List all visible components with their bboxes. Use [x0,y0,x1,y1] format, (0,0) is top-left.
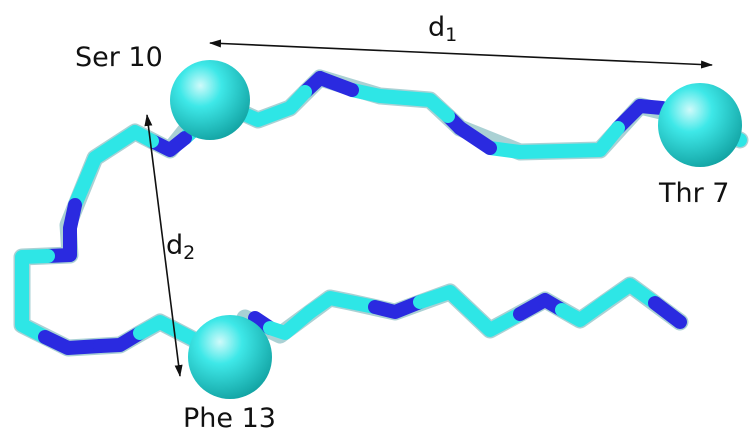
thr7-sphere [658,83,742,167]
calpha-spheres [170,60,742,399]
d2-label-base: d [166,230,184,261]
ser10-sphere [170,60,250,140]
phe13-sphere [188,315,272,399]
d2-label: d2 [166,232,195,263]
phe13-label: Phe 13 [183,403,276,434]
d2-label-subscript: 2 [183,242,196,264]
d1-distance-arrow [209,39,713,69]
d1-label-base: d [428,12,446,43]
d1-label: d1 [428,14,457,45]
bottom-strand [248,278,687,340]
ser10-label: Ser 10 [75,42,163,73]
thr7-label: Thr 7 [659,178,730,209]
d1-label-subscript: 1 [445,24,458,46]
d2-distance-arrow [144,114,183,377]
backbone-stick-model [13,69,749,357]
